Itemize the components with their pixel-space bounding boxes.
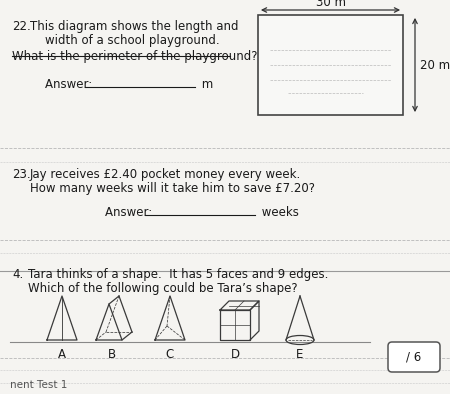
- Text: Jay receives £2.40 pocket money every week.: Jay receives £2.40 pocket money every we…: [30, 168, 301, 181]
- Text: E: E: [296, 348, 304, 361]
- Text: Answer:: Answer:: [45, 78, 96, 91]
- Text: B: B: [108, 348, 116, 361]
- Text: 20 m: 20 m: [420, 58, 450, 71]
- Text: weeks: weeks: [258, 206, 299, 219]
- Text: C: C: [166, 348, 174, 361]
- Text: 4.: 4.: [12, 268, 23, 281]
- Text: 22.: 22.: [12, 20, 31, 33]
- Text: A: A: [58, 348, 66, 361]
- Text: This diagram shows the length and: This diagram shows the length and: [30, 20, 239, 33]
- Text: width of a school playground.: width of a school playground.: [30, 34, 220, 47]
- Text: m: m: [198, 78, 213, 91]
- Bar: [258, 15, 403, 115]
- Text: / 6: / 6: [406, 351, 422, 364]
- Text: How many weeks will it take him to save £7.20?: How many weeks will it take him to save …: [30, 182, 315, 195]
- Text: 30 m: 30 m: [315, 0, 346, 9]
- Text: What is the perimeter of the playground?: What is the perimeter of the playground?: [12, 50, 257, 63]
- Text: nent Test 1: nent Test 1: [10, 380, 68, 390]
- Text: Tara thinks of a shape.  It has 5 faces and 9 edges.: Tara thinks of a shape. It has 5 faces a…: [28, 268, 328, 281]
- Text: Which of the following could be Tara’s shape?: Which of the following could be Tara’s s…: [28, 282, 297, 295]
- Text: D: D: [230, 348, 239, 361]
- Text: Answer:: Answer:: [105, 206, 156, 219]
- FancyBboxPatch shape: [388, 342, 440, 372]
- Text: 23.: 23.: [12, 168, 31, 181]
